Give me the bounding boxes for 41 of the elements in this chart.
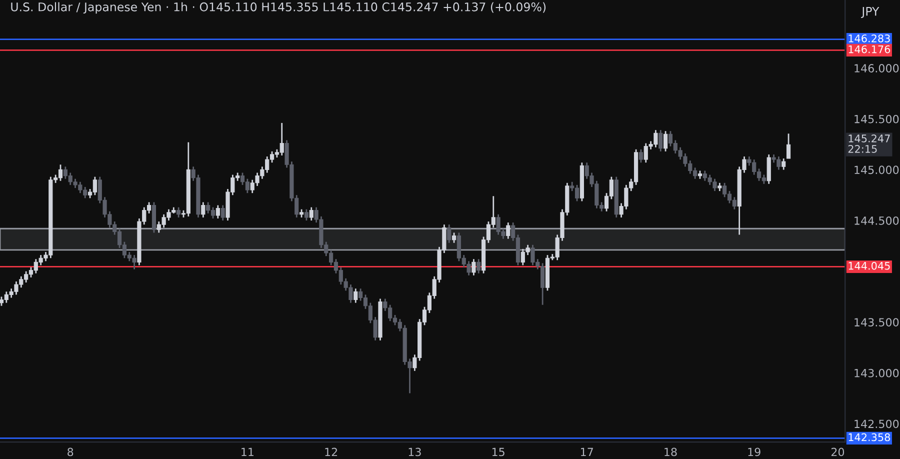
ref-line-label: 144.045 <box>848 262 890 270</box>
chart-title: U.S. Dollar / Japanese Yen · 1h · O145.110 H145.355 L145.110 C145.247 +0.137 (+0.09%) <box>11 2 546 14</box>
candlestick <box>309 206 314 222</box>
x-tick-label: 15 <box>492 448 504 456</box>
candlestick <box>201 202 206 218</box>
candlestick <box>476 258 481 274</box>
candlestick <box>216 204 220 220</box>
ref-line-label: 146.176 <box>848 45 890 54</box>
candlestick <box>658 129 663 152</box>
candlestick <box>786 132 791 160</box>
text: 145.247 22:15 <box>848 134 890 153</box>
candlestick <box>506 222 510 240</box>
y-tick-label: 142.500 <box>854 420 899 428</box>
candlestick <box>447 224 452 244</box>
ref-line-label: 142.358 <box>848 433 890 442</box>
y-tick-label: 144.500 <box>854 216 899 225</box>
candlestick <box>766 154 771 185</box>
x-tick-label: 13 <box>408 448 421 456</box>
candlestick <box>782 158 786 170</box>
x-tick-label: 8 <box>68 448 74 456</box>
candlestick <box>354 288 358 304</box>
x-tick-label: 20 <box>831 448 844 456</box>
candlestick <box>452 232 456 244</box>
candlestick <box>176 206 181 218</box>
y-tick-label: 145.000 <box>854 166 899 174</box>
candlestick <box>220 204 225 222</box>
x-tick-label: 17 <box>581 448 593 456</box>
candlestick <box>472 258 476 276</box>
y-tick-label: 143.000 <box>854 368 899 378</box>
ref-line-label: 146.283 <box>848 34 890 42</box>
y-tick-label: 143.500 <box>854 318 899 326</box>
candlestick <box>304 208 309 222</box>
y-axis-title: JPY <box>861 6 880 18</box>
candlestick <box>664 130 668 152</box>
x-tick-label: 12 <box>325 448 338 456</box>
x-tick-label: 19 <box>748 448 760 456</box>
x-tick-label: 18 <box>664 448 677 456</box>
candlestick <box>638 148 644 164</box>
x-tick-label: 11 <box>242 448 254 456</box>
y-tick-label: 146.000 <box>854 64 899 72</box>
y-tick-label: 145.500 <box>854 114 899 124</box>
